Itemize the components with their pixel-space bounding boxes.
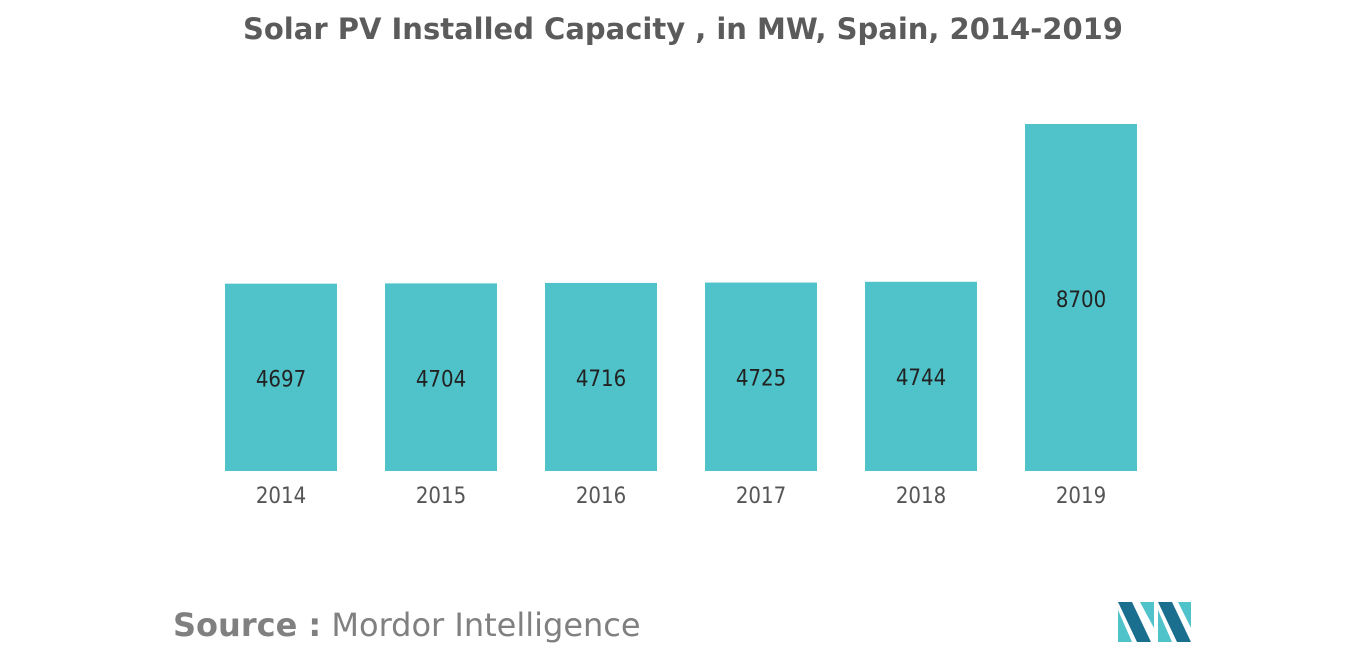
x-tick-label-2019: 2019 (1056, 484, 1106, 509)
x-axis-tick-labels: 2014 2015 2016 2017 2018 2019 (256, 484, 1106, 509)
value-label-2018: 4744 (896, 366, 946, 391)
x-tick-label-2018: 2018 (896, 484, 946, 509)
x-tick-label-2014: 2014 (256, 484, 306, 509)
source-name: Mordor Intelligence (331, 606, 641, 644)
bar-2015 (385, 283, 497, 471)
bars-layer (225, 124, 1137, 471)
mordor-intelligence-logo-icon (1118, 602, 1191, 642)
value-labels-layer: 4697 4704 4716 4725 4744 8700 (256, 288, 1106, 393)
x-tick-label-2015: 2015 (416, 484, 466, 509)
source-footer: Source : Mordor Intelligence (173, 606, 641, 644)
x-tick-label-2016: 2016 (576, 484, 626, 509)
value-label-2019: 8700 (1056, 288, 1106, 313)
source-label: Source : (173, 606, 322, 644)
value-label-2014: 4697 (256, 368, 306, 393)
x-tick-label-2017: 2017 (736, 484, 786, 509)
value-label-2017: 4725 (736, 367, 786, 392)
bar-2016 (545, 282, 657, 471)
value-label-2016: 4716 (576, 367, 626, 392)
value-label-2015: 4704 (416, 367, 466, 392)
bar-2018 (865, 281, 977, 471)
chart-title: Solar PV Installed Capacity , in MW, Spa… (243, 12, 1123, 46)
bar-2019 (1025, 124, 1137, 471)
bar-2017 (705, 282, 817, 471)
bar-2014 (225, 283, 337, 471)
